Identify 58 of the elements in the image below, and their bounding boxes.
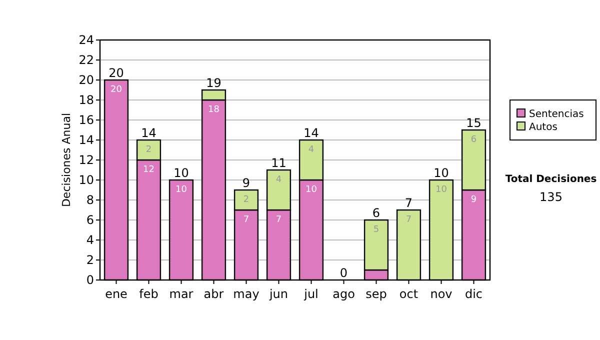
y-tick-label: 22 [78,53,94,67]
data-label: 20 [110,85,122,95]
x-tick-label: mar [169,287,194,301]
x-tick-label: jul [303,287,318,301]
data-label: 6 [470,135,477,145]
data-label: 5 [373,225,380,235]
total-label: 11 [271,156,286,170]
x-tick-label: ago [332,287,355,301]
x-tick-label: may [233,287,260,301]
data-label: 10 [436,185,448,195]
total-label: 14 [141,126,156,140]
data-label: 18 [208,105,220,115]
y-tick-label: 6 [86,213,94,227]
total-label: 19 [206,76,222,90]
text: Total Decisiones [505,174,597,185]
x-tick-label: feb [139,287,158,301]
x-tick-label: dic [464,287,483,301]
y-tick-label: 12 [78,153,94,167]
x-tick-label: ene [105,287,128,301]
y-tick-label: 4 [86,233,94,247]
total-label: 6 [372,206,380,220]
total-label: 10 [174,166,189,180]
total-label: 20 [108,66,124,80]
y-tick-label: 8 [86,193,94,207]
data-label: 2 [243,195,250,205]
y-tick-label: 10 [78,173,94,187]
x-tick-label: sep [366,287,387,301]
total-label: 14 [304,126,319,140]
data-label: 7 [243,215,250,225]
data-label: 4 [276,175,282,185]
x-tick-label: abr [204,287,224,301]
x-tick-label: nov [430,287,452,301]
legend-label: Sentencias [529,109,584,120]
y-tick-label: 24 [78,33,94,47]
y-tick-label: 14 [78,133,94,147]
total-label: 10 [434,166,449,180]
y-tick-label: 2 [86,253,94,267]
data-label: 12 [143,165,154,175]
y-axis-title: Decisiones Anual [60,112,73,208]
data-label: 9 [470,195,477,205]
data-label: 7 [276,215,282,225]
total-label: 7 [404,196,413,210]
y-tick-label: 16 [78,113,94,127]
legend-label: Autos [529,122,558,133]
total-label: 15 [466,116,482,130]
y-tick-label: 0 [86,273,94,287]
total-label: 9 [242,176,250,190]
data-label: 4 [308,145,314,155]
total-label: 0 [340,266,348,280]
x-tick-label: oct [399,287,418,301]
text: 135 [540,190,562,204]
data-label: 10 [306,185,318,195]
data-label: 7 [406,215,412,225]
y-tick-label: 20 [78,73,94,87]
x-tick-label: jun [268,287,288,301]
data-label: 2 [146,145,152,155]
data-label: 10 [176,185,188,195]
y-tick-label: 18 [78,93,94,107]
